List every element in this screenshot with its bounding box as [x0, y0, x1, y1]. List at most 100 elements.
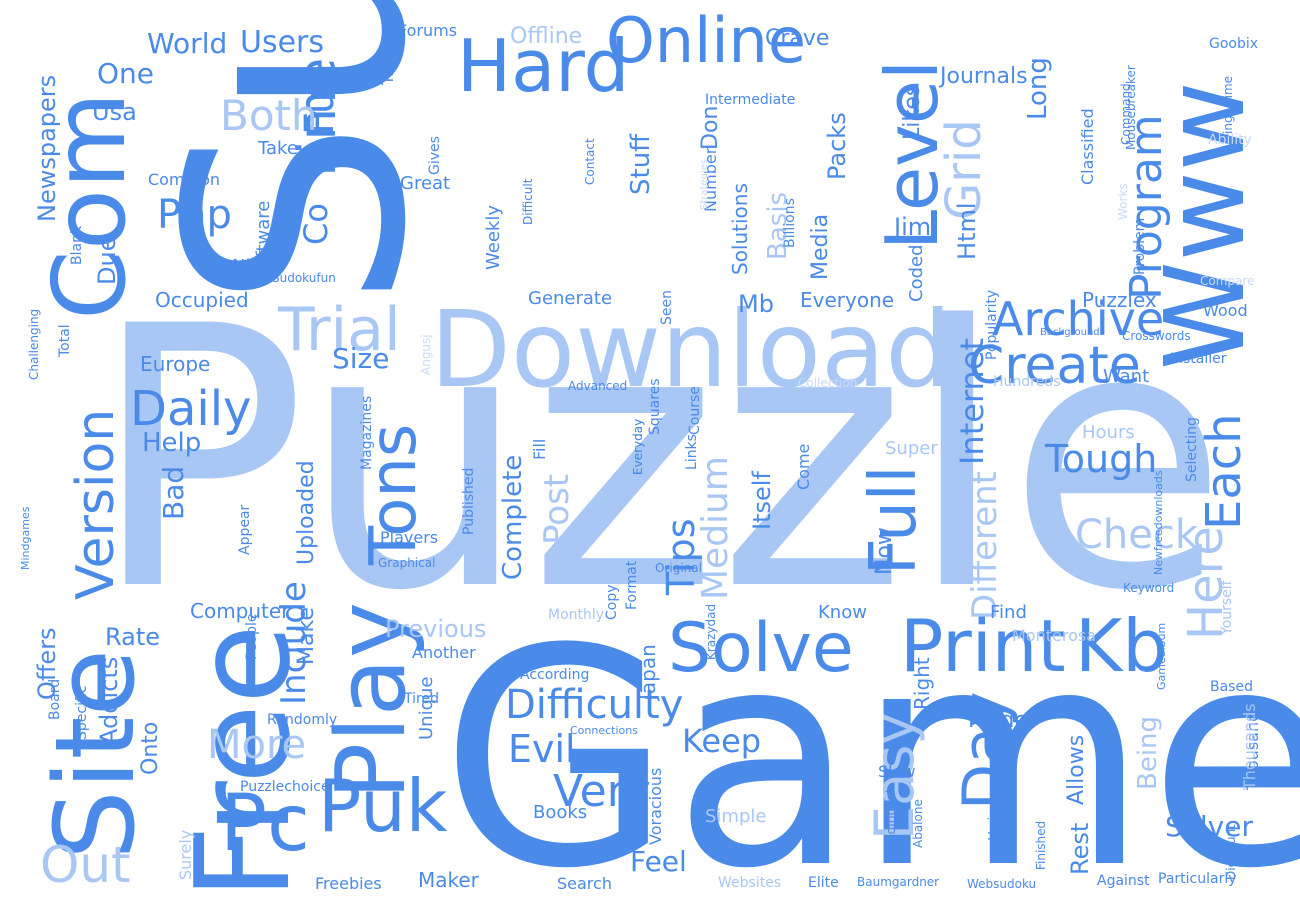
- word-now: Now: [872, 527, 897, 575]
- word-twist: Twist: [378, 45, 397, 85]
- word-appear: Appear: [237, 504, 253, 555]
- word-mindgames: Mindgames: [19, 506, 32, 570]
- word-works: Works: [1116, 183, 1130, 220]
- word-hundreds: Hundreds: [993, 374, 1061, 390]
- word-common: Common: [148, 170, 221, 189]
- word-evil: Evil: [508, 727, 576, 771]
- word-newspapers: Newspapers: [33, 74, 61, 222]
- word-jim: Jim: [894, 213, 932, 241]
- word-monterosa: Monterosa: [1012, 626, 1097, 645]
- word-stuff: Stuff: [626, 133, 656, 195]
- word-rate: Rate: [105, 623, 161, 651]
- word-sudokufun: Sudokufun: [272, 271, 336, 285]
- word-coded: Coded: [906, 244, 927, 302]
- word-computer: Computer: [190, 599, 290, 623]
- word-weekly: Weekly: [483, 205, 504, 270]
- word-abalone: Abalone: [911, 799, 925, 848]
- word-goobix: Goobix: [1209, 36, 1259, 52]
- word-crosswords: Crosswords: [1122, 329, 1191, 343]
- word-solutions: Solutions: [728, 183, 752, 275]
- word-download: Download: [430, 289, 952, 411]
- word-according: According: [520, 667, 590, 683]
- word-additional: Additional: [884, 789, 898, 850]
- word-finished: Finished: [1034, 820, 1048, 870]
- word-journals: Journals: [940, 64, 1028, 89]
- word-original: Original: [655, 561, 702, 575]
- word-addicts: Addicts: [95, 656, 123, 745]
- word-very: Very: [553, 766, 651, 817]
- word-size: Size: [332, 342, 390, 375]
- word-made: Made: [968, 708, 1028, 733]
- word-media: Media: [808, 213, 833, 280]
- word-ability: Ability: [1208, 132, 1252, 148]
- word-hard: Hard: [457, 24, 630, 108]
- word-version: Version: [66, 408, 126, 600]
- word-know: Know: [818, 602, 867, 623]
- word-hours: Hours: [1082, 422, 1135, 443]
- word-squares: Squares: [647, 378, 663, 435]
- word-japan: Japan: [636, 644, 660, 700]
- word-maker: Maker: [418, 868, 479, 892]
- word-uploaded: Uploaded: [294, 460, 319, 565]
- word-players: Players: [380, 528, 439, 547]
- word-kb: Kb: [1075, 604, 1168, 688]
- word-slow: Slow: [878, 762, 916, 781]
- word-websudoku: Websudoku: [967, 877, 1037, 891]
- word-tired: Tired: [404, 691, 439, 707]
- word-simple: Simple: [705, 806, 767, 827]
- word-particularly: Particularly: [1158, 871, 1237, 887]
- word-trial: Trial: [278, 295, 401, 365]
- word-great: Great: [400, 173, 451, 194]
- word-seen: Seen: [659, 290, 675, 325]
- word-likes: Likes: [900, 84, 925, 140]
- word-solver: Solver: [1165, 810, 1253, 843]
- word-board: Board: [47, 678, 63, 720]
- word-more: More: [207, 722, 307, 768]
- word-background: Background: [1040, 327, 1100, 338]
- word-thousands-2: Thousands: [1240, 703, 1259, 790]
- word-krazydad: Krazydad: [704, 603, 718, 660]
- word-due: Due: [93, 236, 121, 285]
- word-specific: Specific: [74, 685, 90, 741]
- word-published: Published: [461, 467, 477, 535]
- word-forums: Forums: [398, 21, 458, 40]
- word-yourself: Yourself: [1219, 580, 1235, 635]
- word-fill: Fill: [530, 438, 549, 460]
- word-pc: Pc: [220, 779, 310, 869]
- word-connections: Connections: [570, 724, 638, 737]
- word-based: Based: [1210, 679, 1253, 695]
- word-co: Co: [297, 203, 335, 245]
- word-problem: Problem: [1132, 217, 1148, 275]
- word-offline: Offline: [510, 24, 583, 49]
- word-selecting: Selecting: [1184, 417, 1200, 482]
- word-occupied: Occupied: [155, 288, 249, 312]
- word-people: People: [244, 613, 260, 660]
- word-contact: Contact: [583, 138, 597, 185]
- word-print: Print: [900, 604, 1066, 688]
- word-make: Make: [294, 607, 319, 665]
- word-websites: Websites: [718, 875, 782, 891]
- word-installer: Installer: [1170, 351, 1227, 367]
- word-surely: Surely: [176, 829, 195, 880]
- word-out: Out: [40, 836, 131, 894]
- word-super: Super: [885, 438, 938, 459]
- word-generate: Generate: [528, 288, 613, 309]
- word-different: Different: [965, 471, 1005, 620]
- word-post: Post: [537, 473, 577, 545]
- word-search: Search: [557, 874, 612, 893]
- word-take: Take: [258, 138, 298, 159]
- word-each: Each: [1196, 413, 1252, 530]
- word-packs: Packs: [823, 112, 851, 180]
- word-copy: Copy: [604, 584, 620, 620]
- word-check: Check: [1075, 512, 1199, 558]
- word-usa: Usa: [92, 98, 137, 126]
- word-both: Both: [220, 91, 318, 140]
- word-total: Total: [57, 324, 73, 357]
- word-fingertime: Fingertime: [1221, 75, 1235, 140]
- word-want: Want: [1103, 366, 1150, 387]
- word-everyone: Everyone: [800, 288, 895, 312]
- word-tough: Tough: [1045, 437, 1158, 481]
- word-gives: Gives: [427, 136, 443, 175]
- word-unique: Unique: [416, 676, 437, 741]
